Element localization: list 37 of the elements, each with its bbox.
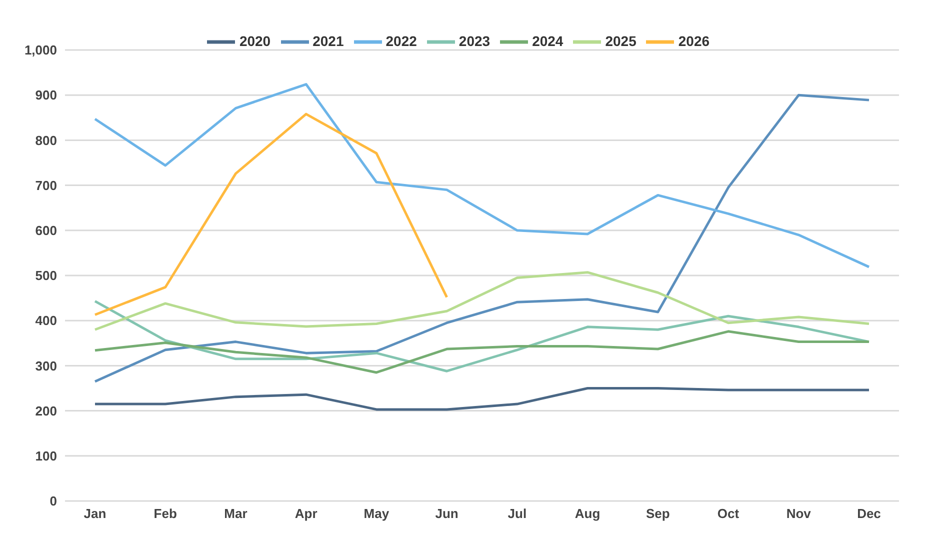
y-tick-label: 700 (35, 178, 57, 193)
x-tick-label: Mar (224, 506, 248, 522)
y-tick-label: 200 (35, 403, 57, 418)
y-tick-label: 100 (35, 448, 57, 464)
line-series (94, 387, 870, 411)
y-tick-label: 400 (35, 313, 57, 328)
line-series (94, 112, 448, 316)
y-tick-label: 300 (35, 358, 57, 374)
x-tick-label: Dec (857, 506, 881, 522)
legend-label: 2024 (532, 33, 564, 50)
line-series (94, 94, 870, 383)
line-series (94, 83, 870, 268)
x-tick-label: May (364, 506, 390, 522)
legend-label: 2026 (678, 33, 710, 50)
x-tick-label: Apr (294, 506, 318, 522)
legend-label: 2025 (605, 33, 636, 50)
y-tick-label: 1,000 (24, 42, 57, 58)
legend-label: 2021 (312, 33, 344, 50)
legend-label: 2022 (386, 33, 417, 50)
line-series (94, 330, 870, 374)
x-tick-label: Jul (508, 506, 527, 522)
x-tick-label: Sep (646, 506, 670, 522)
y-tick-label: 600 (35, 223, 57, 238)
y-tick-label: 800 (35, 132, 57, 148)
legend-label: 2023 (458, 33, 490, 50)
y-tick-label: 500 (35, 268, 57, 284)
y-tick-label: 0 (50, 494, 57, 509)
x-tick-label: Jan (84, 506, 106, 522)
legend-label: 2020 (239, 33, 271, 50)
x-tick-label: Jun (435, 506, 458, 522)
x-tick-label: Aug (574, 506, 600, 522)
x-tick-label: Nov (786, 506, 812, 522)
y-tick-label: 900 (35, 88, 57, 103)
x-tick-label: Feb (154, 506, 177, 522)
x-tick-label: Oct (717, 506, 740, 522)
line-series (94, 271, 870, 331)
line-series (94, 300, 870, 372)
